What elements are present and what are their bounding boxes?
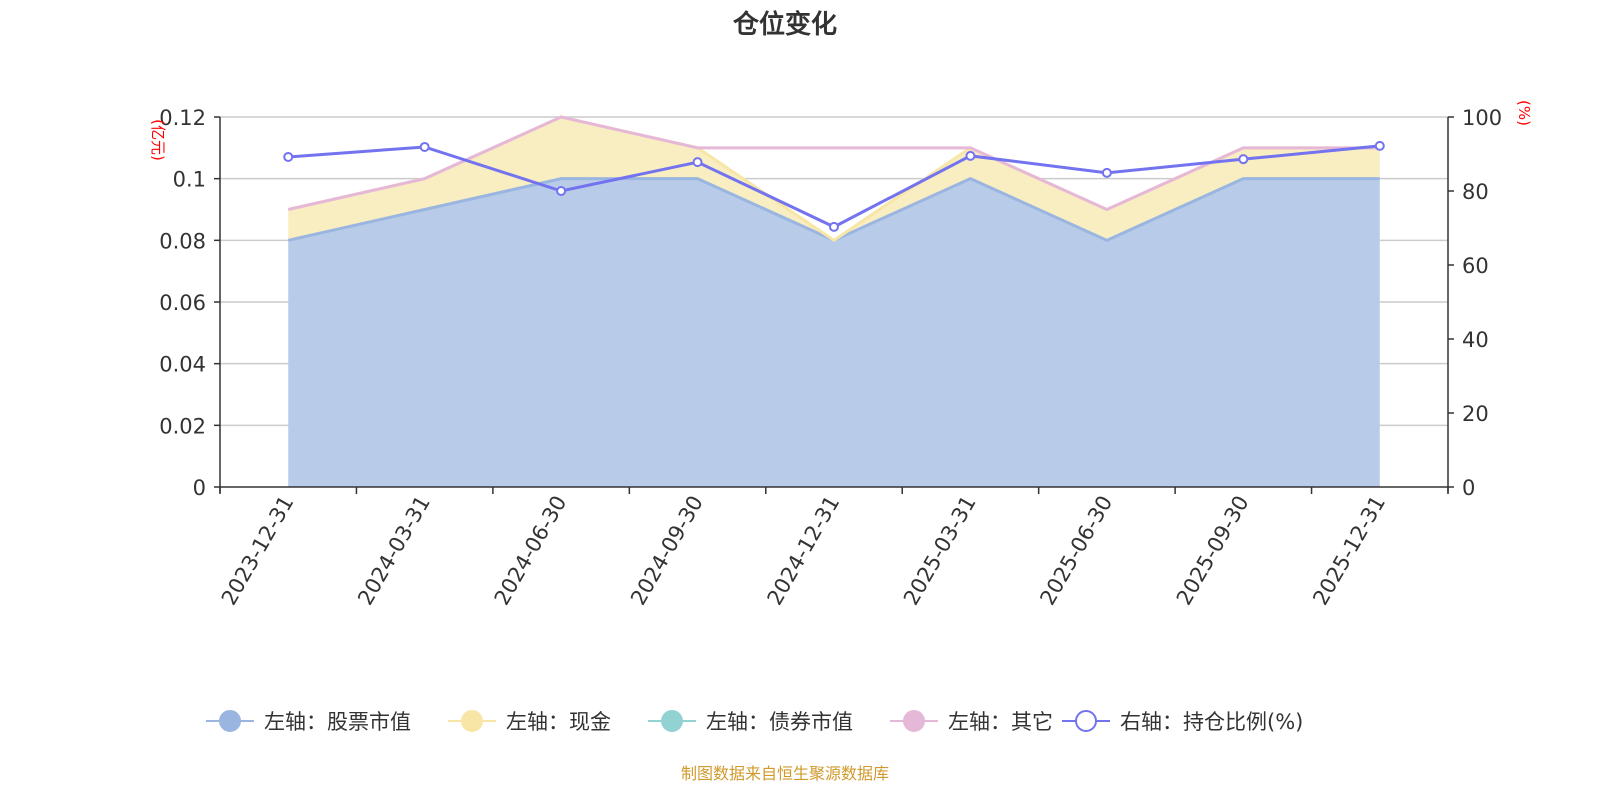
area-左轴：股票市值 (288, 178, 1380, 487)
ratio-point (1374, 140, 1385, 151)
x-axis-tick-label: 2023-12-31 (217, 492, 299, 610)
ratio-point (419, 141, 430, 152)
legend-item[interactable]: 右轴：持仓比例(%) (1062, 710, 1303, 734)
legend-item[interactable]: 左轴：现金 (448, 710, 611, 734)
ratio-point (1238, 154, 1249, 165)
left-axis-unit: (亿元) (149, 119, 167, 161)
ratio-point (829, 221, 839, 232)
right-axis-tick-label: 0 (1462, 476, 1475, 500)
x-axis-tick-label: 2024-09-30 (626, 492, 708, 610)
legend-label: 左轴：股票市值 (264, 710, 411, 734)
right-axis-tick-label: 80 (1462, 180, 1489, 204)
right-axis-tick-label: 40 (1462, 328, 1489, 352)
footer-source: 制图数据来自恒生聚源数据库 (681, 764, 889, 783)
ratio-point (1101, 167, 1112, 178)
right-axis-tick-label: 60 (1462, 254, 1489, 278)
left-axis-tick-label: 0.1 (173, 168, 206, 192)
right-axis-unit: (%) (1515, 100, 1533, 126)
legend-label: 左轴：债券市值 (706, 710, 853, 734)
x-axis-tick-label: 2025-06-30 (1035, 492, 1117, 610)
chart-title: 仓位变化 (732, 9, 837, 40)
x-axis-tick-label: 2024-12-31 (763, 492, 845, 610)
legend-marker-icon (219, 710, 241, 732)
legend-label: 左轴：现金 (506, 710, 611, 734)
legend-item[interactable]: 左轴：债券市值 (648, 710, 853, 734)
right-axis-tick-label: 20 (1462, 402, 1489, 426)
ratio-point (556, 186, 567, 196)
legend-marker-icon (1075, 710, 1097, 732)
ratio-point (692, 157, 703, 168)
legend-marker-icon (903, 710, 925, 732)
legend-label: 右轴：持仓比例(%) (1120, 710, 1303, 734)
legend-marker-icon (661, 710, 683, 732)
legend-marker-icon (461, 710, 483, 732)
x-axis-tick-label: 2024-03-31 (353, 492, 435, 610)
ratio-point (283, 151, 294, 162)
series-line (287, 115, 1380, 212)
left-axis-tick-label: 0 (193, 476, 206, 500)
left-axis-tick-label: 0.08 (159, 229, 206, 253)
left-axis-tick-label: 0.02 (159, 414, 206, 438)
left-axis-tick-label: 0.12 (159, 106, 206, 130)
ratio-point (965, 150, 976, 161)
x-axis-tick-label: 2025-03-31 (899, 492, 981, 610)
left-axis-tick-label: 0.04 (159, 353, 206, 377)
legend-label: 左轴：其它 (948, 710, 1053, 734)
left-axis-tick-label: 0.06 (159, 291, 206, 315)
x-axis-tick-label: 2025-12-31 (1308, 492, 1390, 610)
legend-item[interactable]: 左轴：其它 (890, 710, 1053, 734)
x-axis-tick-label: 2024-06-30 (490, 492, 572, 610)
legend-item[interactable]: 左轴：股票市值 (206, 710, 411, 734)
x-axis-tick-label: 2025-09-30 (1172, 492, 1254, 610)
right-axis-tick-label: 100 (1462, 106, 1502, 130)
